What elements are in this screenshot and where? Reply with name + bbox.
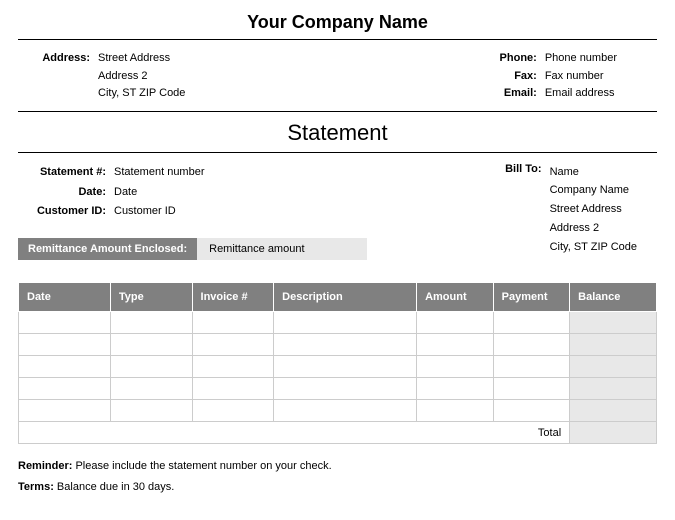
table-cell: [192, 334, 274, 356]
table-cell: [493, 378, 570, 400]
email-value: Email address: [545, 85, 617, 103]
table-cell: [570, 356, 657, 378]
table-cell: [493, 334, 570, 356]
table-cell: [417, 378, 494, 400]
table-cell: [110, 378, 192, 400]
total-label: Total: [19, 422, 570, 444]
table-cell: [417, 312, 494, 334]
column-header: Description: [274, 283, 417, 312]
table-row: [19, 356, 657, 378]
table-cell: [417, 356, 494, 378]
bill-to-address2: Address 2: [550, 219, 637, 238]
address-line1: Street Address: [98, 50, 185, 68]
table-cell: [19, 400, 111, 422]
bill-to-block: Bill To: Name Company Name Street Addres…: [505, 163, 637, 260]
table-cell: [570, 312, 657, 334]
email-label: Email:: [489, 85, 537, 103]
customer-id-value: Customer ID: [114, 202, 205, 222]
title-divider-top: [18, 111, 657, 112]
reminder-label: Reminder:: [18, 460, 72, 472]
terms-label: Terms:: [18, 481, 54, 493]
bill-to-company: Company Name: [550, 181, 637, 200]
table-cell: [19, 378, 111, 400]
company-contact-block: Phone: Fax: Email: Phone number Fax numb…: [489, 50, 617, 103]
remittance-row: Remittance Amount Enclosed: Remittance a…: [18, 238, 505, 260]
header-info: Address: Street Address Address 2 City, …: [18, 50, 657, 103]
title-divider-bottom: [18, 152, 657, 153]
table-cell: [570, 400, 657, 422]
column-header: Amount: [417, 283, 494, 312]
statement-table: DateTypeInvoice #DescriptionAmountPaymen…: [18, 282, 657, 444]
address-label: Address:: [18, 50, 90, 68]
table-row: [19, 400, 657, 422]
mid-section: Statement #: Date: Customer ID: Statemen…: [18, 163, 657, 260]
table-cell: [570, 334, 657, 356]
table-header-row: DateTypeInvoice #DescriptionAmountPaymen…: [19, 283, 657, 312]
fax-label: Fax:: [489, 68, 537, 86]
total-cell: [570, 422, 657, 444]
table-cell: [192, 400, 274, 422]
table-cell: [493, 312, 570, 334]
date-value: Date: [114, 183, 205, 203]
column-header: Date: [19, 283, 111, 312]
bill-to-label: Bill To:: [505, 163, 541, 260]
header-divider: [18, 39, 657, 40]
bill-to-city: City, ST ZIP Code: [550, 238, 637, 257]
table-cell: [192, 356, 274, 378]
phone-label: Phone:: [489, 50, 537, 68]
column-header: Balance: [570, 283, 657, 312]
table-row: [19, 334, 657, 356]
table-cell: [493, 400, 570, 422]
table-row: [19, 378, 657, 400]
table-cell: [417, 400, 494, 422]
statement-no-label: Statement #:: [18, 163, 106, 183]
column-header: Invoice #: [192, 283, 274, 312]
bill-to-name: Name: [550, 163, 637, 182]
table-cell: [417, 334, 494, 356]
table-cell: [274, 400, 417, 422]
remittance-label: Remittance Amount Enclosed:: [18, 238, 197, 260]
date-label: Date:: [18, 183, 106, 203]
table-cell: [19, 334, 111, 356]
total-row: Total: [19, 422, 657, 444]
customer-id-label: Customer ID:: [18, 202, 106, 222]
column-header: Type: [110, 283, 192, 312]
bill-to-address1: Street Address: [550, 200, 637, 219]
table-cell: [274, 378, 417, 400]
table-row: [19, 312, 657, 334]
table-cell: [110, 334, 192, 356]
table-body: [19, 312, 657, 422]
address-line2: Address 2: [98, 68, 185, 86]
remittance-value: Remittance amount: [197, 238, 367, 260]
column-header: Payment: [493, 283, 570, 312]
address-line3: City, ST ZIP Code: [98, 85, 185, 103]
table-cell: [493, 356, 570, 378]
table-cell: [192, 312, 274, 334]
statement-no-value: Statement number: [114, 163, 205, 183]
table-cell: [110, 356, 192, 378]
footer-notes: Reminder: Please include the statement n…: [18, 456, 657, 498]
table-cell: [274, 334, 417, 356]
table-cell: [570, 378, 657, 400]
table-cell: [19, 356, 111, 378]
terms-text: Balance due in 30 days.: [54, 481, 174, 493]
statement-meta: Statement #: Date: Customer ID: Statemen…: [18, 163, 505, 222]
table-cell: [110, 400, 192, 422]
phone-value: Phone number: [545, 50, 617, 68]
reminder-text: Please include the statement number on y…: [72, 460, 331, 472]
company-address-block: Address: Street Address Address 2 City, …: [18, 50, 185, 103]
table-cell: [192, 378, 274, 400]
table-cell: [110, 312, 192, 334]
fax-value: Fax number: [545, 68, 617, 86]
table-cell: [274, 312, 417, 334]
company-name: Your Company Name: [18, 12, 657, 37]
document-title: Statement: [18, 114, 657, 150]
table-cell: [274, 356, 417, 378]
table-cell: [19, 312, 111, 334]
